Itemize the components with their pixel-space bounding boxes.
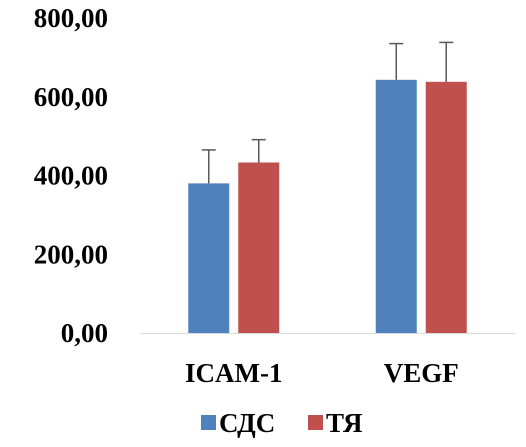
bar-sds-icam1 — [188, 183, 230, 333]
legend-swatch — [201, 415, 216, 430]
bars — [188, 79, 467, 333]
x-category-label: VEGF — [384, 358, 459, 388]
bar-tya-icam1 — [238, 162, 280, 333]
y-axis-tick-labels: 0,00 200,00 400,00 600,00 800,00 — [34, 3, 108, 348]
y-tick-label: 600,00 — [34, 82, 108, 112]
bar-tya-vegf — [425, 81, 467, 333]
y-tick-label: 800,00 — [34, 3, 108, 33]
x-category-label: ICAM-1 — [185, 358, 282, 388]
legend: СДС ТЯ — [201, 408, 363, 438]
y-tick-label: 400,00 — [34, 161, 108, 191]
y-tick-label: 200,00 — [34, 239, 108, 269]
y-tick-label: 0,00 — [61, 318, 108, 348]
legend-label: ТЯ — [326, 408, 363, 438]
legend-label: СДС — [219, 408, 275, 438]
legend-swatch — [308, 415, 323, 430]
x-axis-category-labels: ICAM-1 VEGF — [185, 358, 459, 388]
bar-sds-vegf — [375, 79, 417, 333]
error-bars — [201, 41, 454, 184]
